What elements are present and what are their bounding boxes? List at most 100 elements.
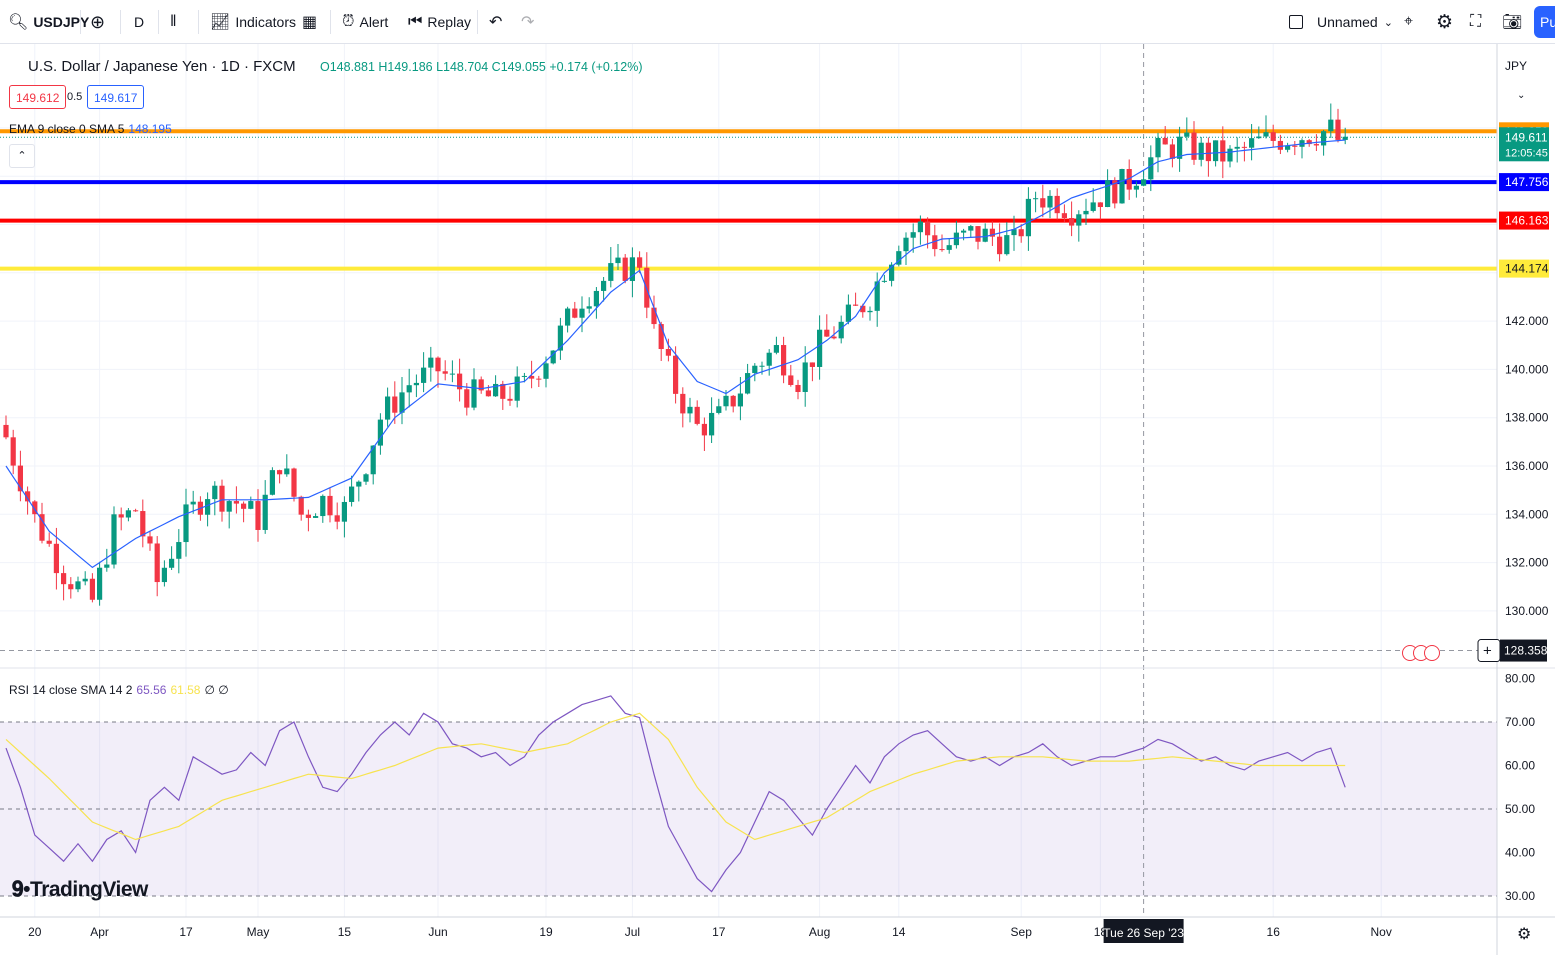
candle [255,489,261,542]
economic-events[interactable] [1402,645,1440,661]
candle-body [3,424,9,438]
toolbar-divider [80,10,81,34]
candle [1191,121,1197,165]
time-tick-label: Jun [428,925,447,939]
buy-price-button[interactable]: 149.617 [87,85,145,109]
search-icon: 🔍︎ [8,14,29,31]
tradingview-logo-text: TradingView [30,878,148,901]
compare-button[interactable]: ⊕ [90,0,110,44]
candle-body [413,382,419,386]
replay-button[interactable]: ⏮︎ Replay [408,0,471,44]
candle [327,487,333,523]
candle [1299,138,1305,159]
candle-body [248,501,254,509]
chevron-down-icon: ⌄ [1383,16,1393,29]
candle [608,247,614,288]
candle-body [1184,132,1190,137]
candle-body [377,419,383,446]
indicators-label: Indicators [235,14,297,30]
price-axis[interactable]: 142.000 140.000 138.000 136.000 134.000 132.0… [1505,314,1549,618]
candle [637,251,643,274]
price-tick-label: 132.000 [1505,556,1549,570]
rsi-legend-value: 65.56 [136,683,167,697]
time-tick-label: 17 [712,925,726,939]
candle-body [946,245,952,250]
tradingview-logo[interactable]: 𝟗•TradingView [12,878,148,902]
chart-legend-title[interactable]: U.S. Dollar / Japanese Yen · 1D · FXCM [28,58,296,75]
rsi-legend[interactable]: RSI 14 close SMA 14 2 65.56 61.58 ∅ ∅ [9,683,229,697]
candle-body [1198,142,1204,160]
candle [1105,169,1111,208]
candle [363,473,369,485]
publish-button[interactable]: Pu [1534,6,1555,38]
templates-button[interactable]: ▦ [302,0,322,44]
sell-price-button[interactable]: 149.612 [9,85,67,109]
gear-icon: ⚙ [1436,11,1454,33]
candle-body [233,501,239,504]
candle-body [781,345,787,376]
candle [1141,170,1147,187]
chart-type-button[interactable]: ‖ [170,0,182,44]
interval-button[interactable]: D [134,0,144,44]
candle [1292,140,1298,156]
rsi-tick-label: 70.00 [1505,715,1535,729]
candle-body [514,376,520,401]
indicators-button[interactable]: 📈︎ Indicators [210,0,296,44]
time-axis[interactable]: 20 Apr 17 May 15 Jun 19 Jul 17 Aug 14 Sep 18 16 Nov [28,925,1392,939]
time-tick-label: 19 [539,925,553,939]
candle [313,513,319,518]
layout-button[interactable]: Unnamed ⌄ [1289,0,1398,44]
candle-body [500,383,506,399]
redo-button[interactable]: ↷ [521,0,539,44]
hline-price-label-bg [1499,259,1549,278]
candle [118,507,124,531]
chart-area[interactable]: 142.000 140.000 138.000 136.000 134.000 132.0… [0,44,1555,955]
candle [82,571,88,586]
candle-body [615,257,621,264]
fullscreen-button[interactable]: ⛶ [1470,0,1486,44]
candle-body [874,281,880,311]
candle [622,254,628,284]
candle [298,495,304,521]
quick-search-button[interactable]: ⌖ [1404,0,1418,44]
layout-checkbox[interactable] [1289,15,1303,29]
chevron-down-icon: ⌄ [1517,90,1526,101]
candle [377,413,383,455]
snapshot-button[interactable]: 📷︎ [1502,0,1527,44]
candle-body [795,384,801,392]
candle [190,490,196,514]
candle-body [1033,198,1039,200]
candle-body [953,232,959,246]
chart-settings-corner-button[interactable]: ⚙ [1517,924,1531,944]
candle [1148,145,1154,192]
candle-body [1234,146,1240,149]
candle [1061,204,1067,223]
candle-body [1119,168,1125,204]
candle-body [1292,145,1298,147]
alert-button[interactable]: ⏰︎ Alert [342,0,388,44]
candle [334,502,340,530]
collapse-legend-button[interactable]: ⌃ [9,144,35,168]
candle [111,506,117,569]
candles-icon: ‖ [170,13,177,30]
ema-legend[interactable]: EMA 9 close 0 SMA 5 148.195 [9,122,172,136]
axis-currency-button[interactable]: JPY ⌄ [1500,52,1550,101]
symbol-search[interactable]: 🔍︎ USDJPY [8,0,89,44]
event-flag-icon[interactable] [1424,645,1440,661]
undo-button[interactable]: ↶ [489,0,507,44]
candle [572,301,578,319]
candle-body [989,228,995,237]
candle [68,577,74,599]
ema-legend-label: EMA 9 close 0 SMA 5 [9,122,125,136]
rsi-axis[interactable]: 80.00 70.00 60.00 50.00 40.00 30.00 [1505,672,1535,904]
candle [392,381,398,424]
candle-body [406,385,412,393]
horizontal-lines[interactable] [0,129,1497,271]
candle [701,417,707,451]
candle-body [817,329,823,367]
candle-body [133,510,139,512]
candle-body [521,375,527,377]
candle [1155,132,1161,173]
settings-button[interactable]: ⚙ [1436,0,1458,44]
candle [867,306,873,321]
